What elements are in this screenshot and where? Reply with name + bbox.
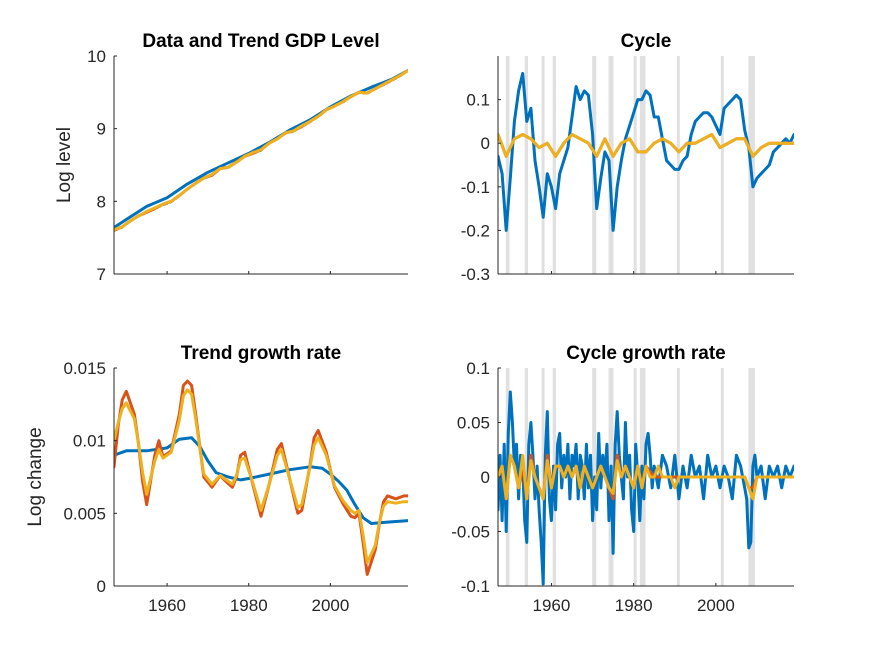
series-line-1 [114,436,408,525]
y-axis-label: Log level [54,127,75,203]
series-line-4 [114,69,408,232]
plot-area [498,56,794,274]
panel-trend-growth: 0 0.005 0.01 0.015 1960 1980 2000 Trend growth … [25,343,408,615]
plot-area [498,368,794,586]
y-tick-label: 0.005 [63,504,106,523]
y-tick-label: -0.1 [461,577,490,596]
recession-band [552,56,556,274]
chart-title: Cycle growth rate [566,343,725,364]
y-tick-label: 9 [97,120,106,139]
x-tick-label: 2000 [697,596,735,615]
panel-cycle-growth: -0.1 -0.05 0 0.05 0.1 1960 1980 2000 Cycle growt… [451,343,794,615]
y-axis-label: Log change [25,427,46,526]
y-tick-label: -0.05 [451,523,490,542]
y-tick-label: -0.2 [461,221,490,240]
recession-band [524,368,529,586]
x-tick-label: 1980 [230,596,268,615]
plot-area [114,69,408,232]
series-line-1 [498,71,794,232]
y-tick-label: 0.01 [73,432,106,451]
recession-band [720,56,724,274]
recession-band [541,368,545,586]
y-tick-label: 0 [97,577,106,596]
recession-band [541,56,545,274]
series-line-3 [498,133,794,158]
recession-band [505,56,510,274]
series-line-3 [498,453,794,501]
chart-title: Trend growth rate [181,343,341,364]
x-tick-label: 1960 [533,596,571,615]
panel-level: 7 8 9 10 Data and Trend GDP Level Log level [54,31,408,284]
y-tick-label: 7 [97,265,106,284]
plot-area [114,379,408,576]
chart-title: Data and Trend GDP Level [142,31,379,52]
chart-title: Cycle [621,31,672,52]
y-tick-label: 0.1 [466,91,490,110]
y-tick-label: 0.1 [466,359,490,378]
x-tick-label: 1980 [615,596,653,615]
x-tick-label: 2000 [312,596,350,615]
y-tick-label: -0.1 [461,178,490,197]
x-tick-label: 1960 [148,596,186,615]
y-tick-label: -0.3 [461,265,490,284]
recession-band [524,56,529,274]
y-tick-label: 0.05 [457,414,490,433]
y-tick-label: 0 [481,134,490,153]
y-tick-label: 0.015 [63,359,106,378]
y-tick-label: 0 [481,468,490,487]
recession-band [639,56,646,274]
recession-band [633,56,637,274]
recession-band [608,56,614,274]
recession-band [676,56,680,274]
panel-cycle: -0.3 -0.2 -0.1 0 0.1 Cycle [461,31,794,284]
y-tick-label: 8 [97,192,106,211]
y-tick-label: 10 [87,47,106,66]
series-line-3 [114,388,408,565]
